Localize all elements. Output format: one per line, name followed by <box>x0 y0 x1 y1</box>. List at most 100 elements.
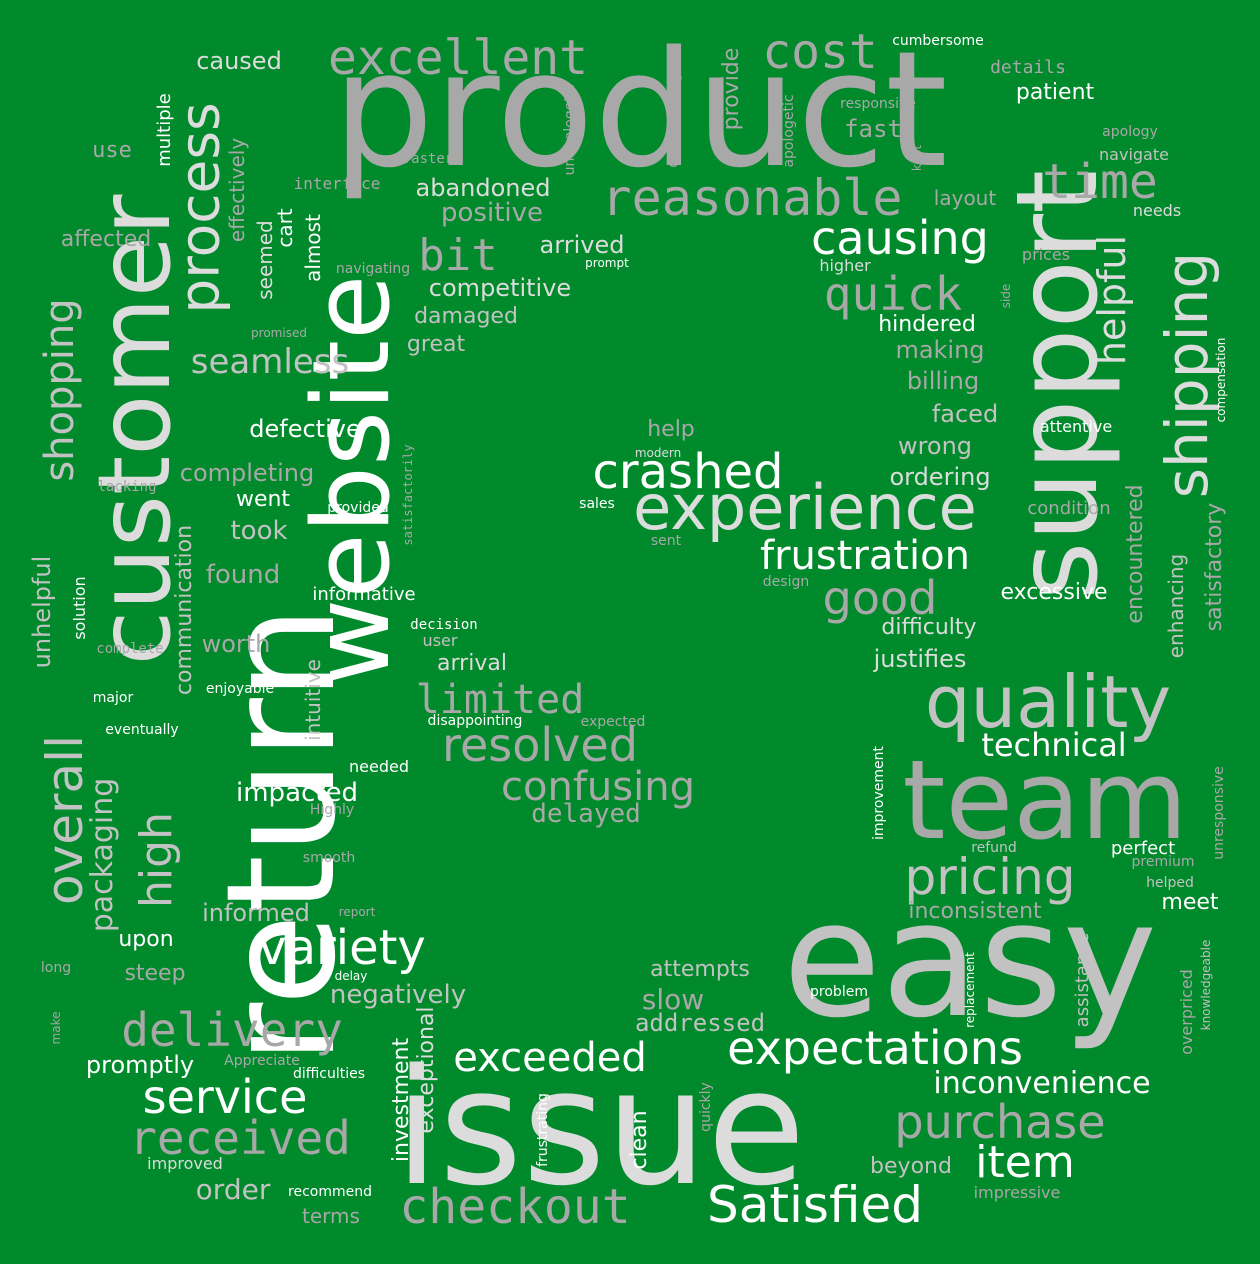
cloud-word: delay <box>334 969 368 983</box>
cloud-word: make <box>49 1011 63 1045</box>
cloud-word: seamless <box>190 342 350 382</box>
cloud-word: compensation <box>1214 337 1228 423</box>
cloud-word: Satisfied <box>707 1176 923 1234</box>
cloud-word: side <box>999 283 1013 309</box>
cloud-word: encountered <box>1123 484 1148 624</box>
cloud-word: enhancing <box>1164 553 1188 659</box>
cloud-word: unresponsive <box>1211 766 1227 860</box>
cloud-word: complete <box>96 641 164 657</box>
cloud-word: unapologetic <box>562 84 578 176</box>
cloud-word: competitive <box>428 274 572 302</box>
cloud-word: checkout <box>399 1179 631 1235</box>
cloud-word: apologetic <box>781 94 797 168</box>
cloud-word: assistance <box>1072 932 1093 1028</box>
cloud-word: quick <box>823 267 963 321</box>
cloud-word: high <box>131 812 182 908</box>
cloud-word: modern <box>634 446 682 460</box>
cloud-word: found <box>205 560 281 590</box>
cloud-word: almost <box>301 214 325 282</box>
cloud-word: Highly <box>309 802 355 818</box>
cloud-word: inconsistent <box>908 899 1042 924</box>
cloud-word: eventually <box>105 722 179 738</box>
cloud-word: perfect <box>1110 838 1176 859</box>
cloud-word: excellent <box>327 30 589 86</box>
cloud-word: cart <box>273 208 297 248</box>
cloud-word: exceeded <box>453 1035 647 1081</box>
cloud-word: experience <box>633 471 977 544</box>
cloud-word: delivery <box>121 1003 343 1057</box>
cloud-word: user <box>422 631 458 650</box>
cloud-word: confusing <box>501 764 695 810</box>
cloud-word: knowledgeable <box>1199 939 1213 1031</box>
cloud-word: enjoyable <box>205 681 275 697</box>
cloud-word: justifies <box>873 645 967 673</box>
cloud-word: website <box>290 274 413 686</box>
cloud-word: technical <box>981 726 1127 764</box>
cloud-word: overpriced <box>1177 969 1196 1055</box>
cloud-word: causing <box>811 211 989 265</box>
cloud-word: completing <box>179 459 315 487</box>
cloud-word: premium <box>1131 854 1195 870</box>
cloud-word: quality <box>924 660 1172 744</box>
cloud-word: abandoned <box>415 174 551 202</box>
cloud-word: outstanding <box>663 72 682 168</box>
cloud-word: expectations <box>727 1021 1023 1075</box>
cloud-word: terms <box>302 1204 360 1228</box>
cloud-word: unhelpful <box>28 555 56 669</box>
cloud-word: sent <box>650 533 682 549</box>
cloud-word: wrong <box>897 432 973 460</box>
cloud-word: pricing <box>904 848 1076 906</box>
cloud-word: cost <box>762 24 878 80</box>
cloud-word: interface <box>293 174 381 193</box>
cloud-word: took <box>230 516 288 546</box>
cloud-word: bit <box>418 230 498 281</box>
cloud-word: caused <box>196 47 282 75</box>
cloud-word: service <box>142 1070 308 1124</box>
cloud-word: process <box>167 102 232 314</box>
cloud-word: help <box>647 417 695 442</box>
cloud-word: solution <box>70 576 89 640</box>
cloud-word: replacement <box>963 952 977 1028</box>
cloud-word: use <box>92 138 132 163</box>
cloud-word: higher <box>819 256 871 275</box>
cloud-word: packaging <box>85 777 120 933</box>
cloud-word: received <box>129 1111 351 1165</box>
cloud-word: good <box>822 571 938 625</box>
cloud-word: navigate <box>1099 145 1169 164</box>
cloud-word: needed <box>349 757 409 776</box>
cloud-word: needs <box>1132 201 1182 220</box>
cloud-word: patient <box>1015 80 1095 105</box>
cloud-word: easy <box>782 866 1158 1053</box>
cloud-word: quickly <box>698 1082 714 1132</box>
cloud-word: difficulties <box>292 1066 366 1082</box>
cloud-word: investment <box>389 1037 414 1163</box>
cloud-word: sales <box>579 496 615 512</box>
cloud-word: slow <box>641 983 705 1016</box>
cloud-word: major <box>92 690 134 706</box>
cloud-word: ordering <box>889 463 991 491</box>
cloud-word: went <box>235 487 291 512</box>
cloud-word: team <box>902 736 1188 864</box>
cloud-word: meet <box>1161 890 1219 915</box>
cloud-word: order <box>195 1173 271 1206</box>
cloud-word: informative <box>312 584 416 605</box>
cloud-word: navigating <box>335 261 411 277</box>
cloud-word: apology <box>1102 124 1158 140</box>
cloud-word: report <box>338 905 376 919</box>
cloud-word: inconvenience <box>933 1066 1151 1101</box>
cloud-word: Appreciate <box>224 1053 300 1069</box>
cloud-word: purchase <box>894 1095 1106 1149</box>
cloud-word: resolved <box>442 718 638 772</box>
cloud-word: frustration <box>760 533 970 579</box>
cloud-word: faster <box>402 151 454 167</box>
cloud-word: condition <box>1027 498 1111 519</box>
cloud-word: difficulty <box>881 615 977 640</box>
cloud-word: helpful <box>1090 234 1134 366</box>
cloud-word: damaged <box>414 304 518 329</box>
cloud-word: improvement <box>871 746 887 840</box>
cloud-word: upon <box>118 927 174 952</box>
cloud-word: decision <box>410 617 478 633</box>
cloud-word: lacking <box>97 479 157 495</box>
cloud-word: addressed <box>634 1009 766 1037</box>
